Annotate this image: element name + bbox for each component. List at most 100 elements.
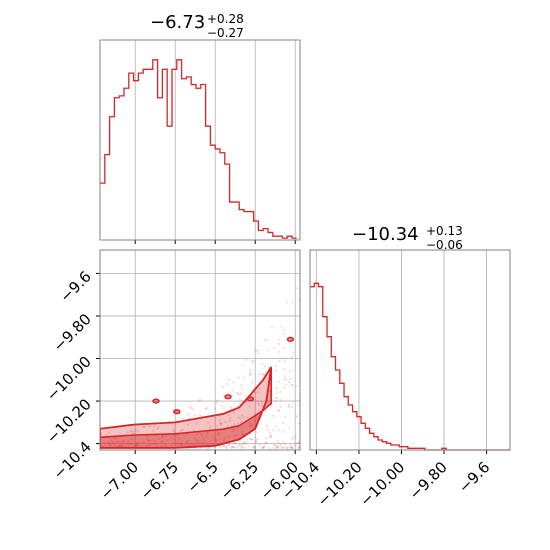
scatter-point: [111, 441, 114, 444]
scatter-point: [234, 442, 237, 445]
scatter-point: [257, 352, 260, 356]
scatter-point: [288, 370, 292, 373]
scatter-point: [181, 428, 184, 432]
scatter-point: [284, 356, 288, 360]
scatter-point: [196, 441, 199, 444]
scatter-point: [191, 408, 194, 411]
scatter-point: [283, 378, 286, 381]
scatter-point: [265, 441, 268, 444]
scatter-point: [248, 405, 251, 408]
scatter-point: [241, 432, 244, 435]
scatter-point: [152, 429, 155, 432]
scatter-point: [227, 413, 231, 417]
scatter-point: [290, 446, 293, 449]
scatter-point: [179, 443, 182, 446]
x-tick-label: −7.00: [97, 458, 142, 503]
scatter-point: [229, 417, 232, 420]
scatter-point: [206, 432, 210, 435]
scatter-point: [248, 424, 252, 428]
scatter-point: [223, 444, 226, 447]
y-tick-label: −9.6: [56, 268, 94, 306]
scatter-point: [249, 422, 252, 425]
scatter-point: [231, 428, 234, 431]
scatter-point: [277, 343, 281, 346]
contour-island: [173, 409, 181, 415]
scatter-point: [136, 442, 139, 445]
scatter-point: [295, 441, 298, 445]
scatter-point: [272, 429, 275, 432]
scatter-point: [288, 446, 291, 449]
scatter-point: [233, 434, 236, 437]
scatter-point: [269, 434, 273, 437]
scatter-point: [198, 440, 201, 443]
scatter-point: [266, 428, 269, 431]
scatter-point: [291, 301, 294, 304]
scatter-point: [179, 443, 183, 446]
scatter-point: [188, 417, 191, 420]
scatter-point: [251, 438, 254, 441]
x-tick-label: −9.6: [455, 458, 493, 496]
scatter-point: [277, 350, 280, 353]
scatter-point: [252, 359, 255, 363]
scatter-point: [258, 372, 262, 376]
scatter-point: [223, 437, 226, 440]
scatter-point: [236, 446, 239, 449]
scatter-point: [290, 446, 293, 449]
title-minus-top-left: −0.27: [207, 26, 244, 40]
scatter-point: [198, 443, 201, 446]
scatter-point: [205, 446, 208, 449]
scatter-point: [142, 425, 146, 429]
scatter-point: [273, 443, 276, 446]
scatter-point: [292, 351, 295, 354]
scatter-point: [283, 329, 286, 332]
scatter-point: [185, 440, 189, 443]
scatter-point: [255, 439, 258, 442]
scatter-point: [193, 443, 196, 446]
scatter-point: [251, 426, 254, 429]
scatter-point: [151, 439, 154, 442]
scatter-point: [260, 446, 264, 449]
scatter-point: [200, 434, 204, 437]
scatter-point: [242, 376, 245, 379]
scatter-point: [274, 396, 277, 399]
histogram-step-line: [310, 282, 510, 451]
scatter-point: [198, 413, 201, 416]
scatter-point: [166, 445, 169, 448]
scatter-point: [134, 444, 137, 447]
scatter-point: [278, 409, 281, 412]
scatter-point: [269, 435, 272, 438]
scatter-point: [215, 402, 218, 405]
scatter-point: [180, 443, 183, 446]
scatter-point: [136, 443, 140, 446]
scatter-point: [195, 444, 198, 447]
contour-island: [246, 396, 255, 402]
scatter-point: [249, 368, 252, 372]
scatter-point: [112, 436, 116, 440]
scatter-point: [207, 446, 210, 449]
scatter-point: [127, 442, 130, 445]
scatter-point: [253, 446, 256, 449]
scatter-point: [236, 426, 240, 430]
scatter-point: [153, 425, 156, 428]
scatter-point: [285, 378, 288, 381]
scatter-point: [279, 398, 282, 401]
scatter-point: [127, 440, 130, 443]
scatter-point: [209, 439, 212, 442]
scatter-point: [254, 391, 257, 394]
scatter-point: [231, 445, 234, 448]
scatter-point: [292, 436, 296, 439]
scatter-point: [274, 399, 277, 402]
scatter-point: [262, 445, 265, 449]
scatter-point: [295, 415, 299, 418]
scatter-point: [204, 440, 207, 443]
scatter-point: [275, 446, 278, 449]
scatter-point: [253, 445, 256, 448]
title-top-left: −6.73 +0.28 −0.27: [150, 12, 244, 40]
scatter-point: [249, 372, 252, 376]
scatter-point: [173, 434, 176, 437]
scatter-point: [240, 446, 243, 449]
scatter-point: [257, 390, 260, 394]
scatter-point: [233, 429, 236, 432]
scatter-point: [195, 433, 199, 437]
scatter-point: [263, 338, 267, 341]
